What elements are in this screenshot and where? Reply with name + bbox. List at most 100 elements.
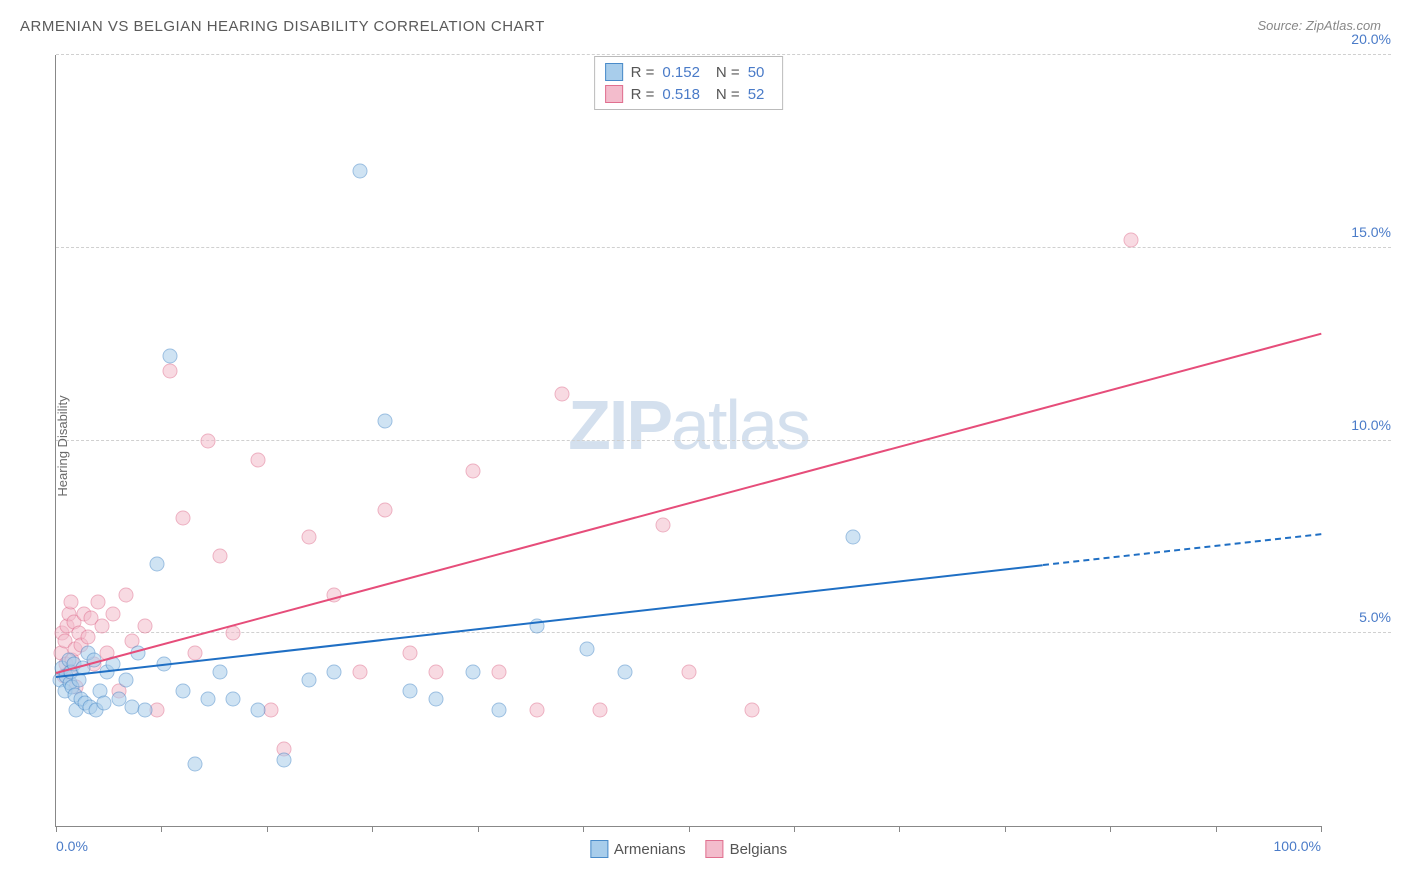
stats-n-label: N = (716, 86, 740, 103)
scatter-point-belgians (428, 664, 443, 679)
scatter-point-armenians (162, 348, 177, 363)
x-tick-label: 100.0% (1274, 838, 1321, 854)
bottom-legend: Armenians Belgians (590, 840, 787, 858)
scatter-point-belgians (200, 433, 215, 448)
scatter-point-armenians (491, 703, 506, 718)
x-tick (899, 826, 900, 832)
x-tick (1321, 826, 1322, 832)
stats-r-label: R = (631, 86, 655, 103)
scatter-point-armenians (377, 414, 392, 429)
scatter-point-belgians (491, 664, 506, 679)
scatter-point-armenians (175, 684, 190, 699)
y-tick-label: 10.0% (1351, 417, 1391, 433)
gridline-h (56, 632, 1391, 633)
x-tick (1110, 826, 1111, 832)
plot-area: ZIPatlas R = 0.152 N = 50 R = 0.518 N = … (55, 55, 1321, 827)
stats-row-belgians: R = 0.518 N = 52 (605, 83, 773, 105)
stats-row-armenians: R = 0.152 N = 50 (605, 61, 773, 83)
scatter-point-armenians (403, 684, 418, 699)
stats-n-belgians: 52 (748, 86, 765, 103)
legend-label-armenians: Armenians (614, 841, 686, 858)
scatter-point-armenians (251, 703, 266, 718)
scatter-point-armenians (845, 529, 860, 544)
x-tick (794, 826, 795, 832)
scatter-point-belgians (529, 703, 544, 718)
stats-r-label: R = (631, 64, 655, 81)
scatter-point-armenians (580, 641, 595, 656)
chart-container: ARMENIAN VS BELGIAN HEARING DISABILITY C… (0, 0, 1406, 892)
gridline-h (56, 54, 1391, 55)
trendline-belgians (56, 333, 1322, 674)
scatter-point-armenians (97, 695, 112, 710)
scatter-point-belgians (656, 518, 671, 533)
scatter-point-armenians (118, 672, 133, 687)
scatter-point-belgians (592, 703, 607, 718)
scatter-point-armenians (276, 753, 291, 768)
scatter-point-belgians (213, 549, 228, 564)
x-tick (1216, 826, 1217, 832)
scatter-point-belgians (80, 630, 95, 645)
watermark-zip: ZIP (568, 386, 671, 464)
watermark-text: ZIPatlas (568, 385, 809, 465)
scatter-point-armenians (150, 556, 165, 571)
swatch-belgians-icon (605, 85, 623, 103)
scatter-point-belgians (403, 645, 418, 660)
scatter-point-armenians (327, 664, 342, 679)
stats-legend-box: R = 0.152 N = 50 R = 0.518 N = 52 (594, 56, 784, 110)
legend-label-belgians: Belgians (730, 841, 788, 858)
y-tick-label: 15.0% (1351, 224, 1391, 240)
scatter-point-belgians (352, 664, 367, 679)
stats-r-armenians: 0.152 (662, 64, 700, 81)
chart-title: ARMENIAN VS BELGIAN HEARING DISABILITY C… (20, 18, 545, 35)
x-tick (56, 826, 57, 832)
scatter-point-belgians (555, 387, 570, 402)
scatter-point-armenians (302, 672, 317, 687)
stats-n-label: N = (716, 64, 740, 81)
scatter-point-belgians (64, 595, 79, 610)
trendline-armenians-dash (1043, 533, 1322, 566)
x-tick (583, 826, 584, 832)
scatter-point-belgians (162, 364, 177, 379)
legend-item-belgians: Belgians (706, 840, 788, 858)
trendline-armenians (56, 564, 1043, 678)
x-tick (161, 826, 162, 832)
scatter-point-armenians (200, 691, 215, 706)
scatter-point-armenians (188, 757, 203, 772)
legend-item-armenians: Armenians (590, 840, 686, 858)
scatter-point-belgians (118, 587, 133, 602)
swatch-armenians-icon (605, 63, 623, 81)
scatter-point-armenians (428, 691, 443, 706)
swatch-belgians-icon (706, 840, 724, 858)
x-tick-label: 0.0% (56, 838, 88, 854)
scatter-point-belgians (744, 703, 759, 718)
gridline-h (56, 247, 1391, 248)
stats-n-armenians: 50 (748, 64, 765, 81)
scatter-point-armenians (213, 664, 228, 679)
x-tick (372, 826, 373, 832)
scatter-point-belgians (175, 510, 190, 525)
swatch-armenians-icon (590, 840, 608, 858)
scatter-point-belgians (137, 618, 152, 633)
gridline-h (56, 440, 1391, 441)
scatter-point-belgians (251, 452, 266, 467)
scatter-point-belgians (377, 502, 392, 517)
scatter-point-armenians (466, 664, 481, 679)
x-tick (1005, 826, 1006, 832)
scatter-point-belgians (226, 626, 241, 641)
x-tick (478, 826, 479, 832)
scatter-point-belgians (90, 595, 105, 610)
scatter-point-armenians (352, 163, 367, 178)
scatter-point-belgians (105, 606, 120, 621)
y-tick-label: 20.0% (1351, 31, 1391, 47)
scatter-point-belgians (466, 464, 481, 479)
watermark-atlas: atlas (671, 386, 809, 464)
scatter-point-belgians (94, 618, 109, 633)
scatter-point-belgians (1124, 233, 1139, 248)
scatter-point-armenians (137, 703, 152, 718)
stats-r-belgians: 0.518 (662, 86, 700, 103)
y-tick-label: 5.0% (1359, 609, 1391, 625)
scatter-point-belgians (681, 664, 696, 679)
scatter-point-belgians (302, 529, 317, 544)
scatter-point-armenians (618, 664, 633, 679)
scatter-point-armenians (226, 691, 241, 706)
